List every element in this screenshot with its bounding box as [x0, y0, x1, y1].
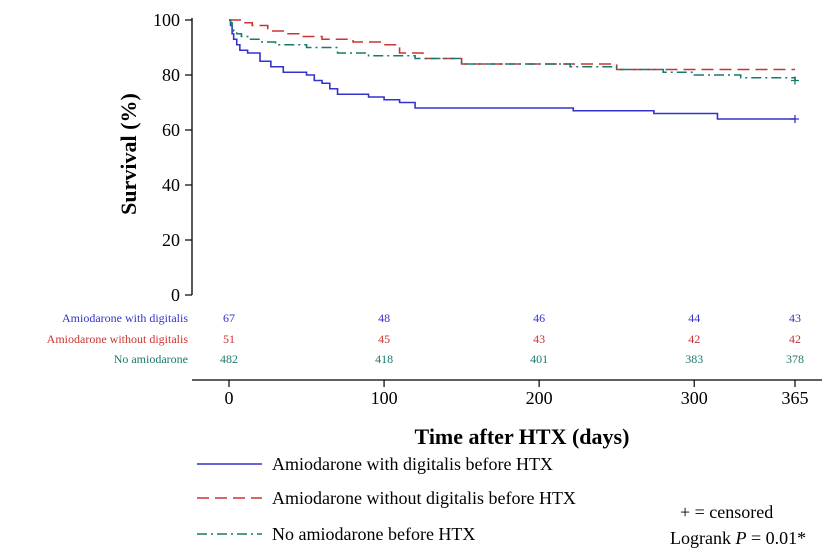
y-tick-label: 20: [162, 230, 180, 250]
risk-count: 482: [220, 352, 238, 366]
logrank-note: Logrank P = 0.01*: [670, 528, 806, 548]
legend-label-2: Amiodarone without digitalis before HTX: [272, 488, 576, 508]
risk-count: 43: [533, 332, 545, 346]
x-tick-label: 100: [371, 388, 398, 408]
risk-row-label: Amiodarone without digitalis: [47, 332, 189, 346]
legend-label-3: No amiodarone before HTX: [272, 524, 475, 544]
risk-count: 383: [685, 352, 703, 366]
risk-count: 418: [375, 352, 393, 366]
risk-count: 51: [223, 332, 235, 346]
risk-count: 43: [789, 311, 801, 325]
risk-count: 42: [688, 332, 700, 346]
legend-label-1: Amiodarone with digitalis before HTX: [272, 454, 553, 474]
censored-note: + = censored: [680, 502, 773, 522]
y-tick-label: 100: [153, 10, 180, 30]
x-tick-label: 0: [225, 388, 234, 408]
x-tick-label: 200: [526, 388, 553, 408]
risk-row-label: Amiodarone with digitalis: [62, 311, 188, 325]
risk-count: 378: [786, 352, 804, 366]
risk-count: 44: [688, 311, 700, 325]
x-tick-label: 300: [681, 388, 708, 408]
x-tick-label: 365: [782, 388, 809, 408]
x-axis-label: Time after HTX (days): [415, 424, 630, 449]
legend: Amiodarone with digitalis before HTX Amio…: [197, 454, 576, 544]
series-line-3: [229, 19, 796, 81]
y-tick-label: 0: [171, 285, 180, 305]
risk-count: 48: [378, 311, 390, 325]
censor-mark: [791, 76, 799, 85]
risk-row-label: No amiodarone: [114, 352, 188, 366]
censor-mark: [791, 115, 799, 123]
series-line-1: [229, 19, 795, 120]
risk-count: 45: [378, 332, 390, 346]
series-line-2: [229, 19, 795, 71]
risk-count: 46: [533, 311, 545, 325]
y-tick-label: 40: [162, 175, 180, 195]
risk-count: 67: [223, 311, 235, 325]
risk-count: 42: [789, 332, 801, 346]
y-axis-label: Survival (%): [116, 93, 141, 215]
risk-count: 401: [530, 352, 548, 366]
y-tick-label: 80: [162, 65, 180, 85]
y-tick-label: 60: [162, 120, 180, 140]
